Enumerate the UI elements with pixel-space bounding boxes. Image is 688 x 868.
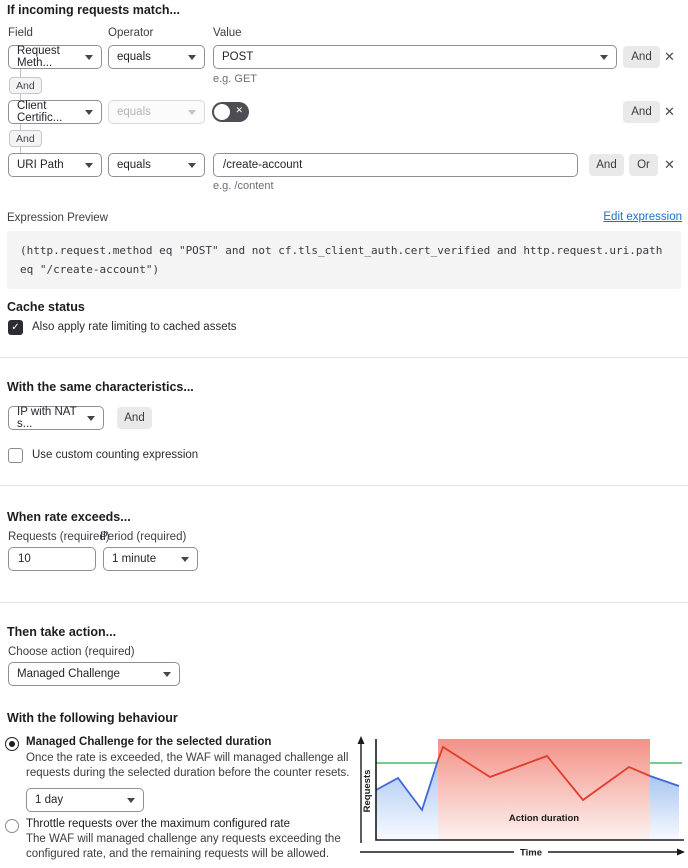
behaviour-radio-throttle[interactable] xyxy=(5,819,19,833)
behaviour-option-1-description: Once the rate is exceeded, the WAF will … xyxy=(26,752,350,779)
section-divider xyxy=(0,357,688,358)
cache-checkbox[interactable]: ✓ xyxy=(8,320,23,335)
characteristic-select[interactable]: IP with NAT s... xyxy=(8,406,104,430)
chevron-down-icon xyxy=(188,109,196,115)
connector-and-button-2[interactable]: And xyxy=(9,130,42,147)
section-title-behaviour: With the following behaviour xyxy=(7,711,178,725)
operator-select-row1[interactable]: equals xyxy=(108,45,205,69)
radio-dot xyxy=(8,740,15,747)
requests-line-exceeding xyxy=(437,745,651,802)
y-axis-arrowhead-icon xyxy=(357,736,365,744)
action-duration-region xyxy=(438,739,650,840)
value-column-label: Value xyxy=(213,27,242,39)
expression-preview-box: (http.request.method eq "POST" and not c… xyxy=(7,231,681,289)
requests-area-left xyxy=(376,760,438,840)
operator-column-label: Operator xyxy=(108,27,154,39)
requests-input[interactable]: 10 xyxy=(8,547,96,571)
field-select-row1[interactable]: Request Meth... xyxy=(8,45,102,69)
duration-select[interactable]: 1 day xyxy=(26,788,144,812)
characteristic-and-button[interactable]: And xyxy=(117,407,152,429)
value-input-row3-value: /create-account xyxy=(223,159,303,171)
duration-select-value: 1 day xyxy=(35,794,64,806)
behaviour-option-2-description: The WAF will managed challenge any reque… xyxy=(26,833,341,860)
action-select[interactable]: Managed Challenge xyxy=(8,662,180,686)
add-or-button-row3[interactable]: Or xyxy=(629,154,658,176)
field-column-label: Field xyxy=(8,27,33,39)
section-divider xyxy=(0,485,688,486)
checkmark-icon: ✓ xyxy=(11,322,20,333)
section-title-rate: When rate exceeds... xyxy=(7,510,131,524)
operator-select-row3[interactable]: equals xyxy=(108,153,205,177)
expression-preview-label: Expression Preview xyxy=(7,212,108,224)
behaviour-radio-duration[interactable] xyxy=(5,737,19,751)
toggle-knob xyxy=(214,104,230,120)
behaviour-diagram: Requests Action duration Time xyxy=(357,736,685,859)
operator-select-row2-disabled: equals xyxy=(108,100,205,124)
chevron-down-icon xyxy=(188,54,196,60)
section-divider xyxy=(0,602,688,603)
add-and-button-row2[interactable]: And xyxy=(623,101,660,123)
field-select-row3[interactable]: URI Path xyxy=(8,153,102,177)
behaviour-option-2-title: Throttle requests over the maximum confi… xyxy=(26,818,290,830)
action-select-value: Managed Challenge xyxy=(17,668,120,680)
operator-select-row2-value: equals xyxy=(117,106,151,118)
requests-area-right xyxy=(650,776,679,840)
chevron-down-icon xyxy=(87,415,95,421)
add-and-button-row1[interactable]: And xyxy=(623,46,660,68)
operator-select-row3-value: equals xyxy=(117,159,151,171)
custom-counting-label: Use custom counting expression xyxy=(32,449,199,461)
x-axis-arrowhead-icon xyxy=(677,848,685,856)
requests-line-left xyxy=(375,759,439,812)
x-axis-label: Time xyxy=(520,848,542,859)
section-title-action: Then take action... xyxy=(7,625,117,639)
chevron-down-icon xyxy=(600,54,608,60)
toggle-off-icon: ✕ xyxy=(235,105,243,115)
chevron-down-icon xyxy=(181,556,189,562)
period-label: Period (required) xyxy=(100,531,187,543)
value-input-row3[interactable]: /create-account xyxy=(213,153,578,177)
requests-input-value: 10 xyxy=(18,553,31,565)
behaviour-option-1-title: Managed Challenge for the selected durat… xyxy=(26,736,272,748)
requests-label: Requests (required) xyxy=(8,531,110,543)
chevron-down-icon xyxy=(163,671,171,677)
chevron-down-icon xyxy=(85,54,93,60)
chevron-down-icon xyxy=(127,797,135,803)
period-select[interactable]: 1 minute xyxy=(103,547,198,571)
characteristic-select-value: IP with NAT s... xyxy=(17,406,77,430)
edit-expression-link[interactable]: Edit expression xyxy=(603,211,682,223)
action-duration-label: Action duration xyxy=(509,813,579,824)
field-select-row1-value: Request Meth... xyxy=(17,45,60,69)
chevron-down-icon xyxy=(188,162,196,168)
operator-select-row1-value: equals xyxy=(117,51,151,63)
add-and-button-row3[interactable]: And xyxy=(589,154,624,176)
field-select-row3-value: URI Path xyxy=(17,159,64,171)
y-axis-label: Requests xyxy=(362,770,373,813)
requests-line-right xyxy=(649,775,680,787)
chevron-down-icon xyxy=(85,109,93,115)
value-combobox-row1-value: POST xyxy=(222,51,254,63)
value-combobox-row1[interactable]: POST xyxy=(213,45,617,69)
section-title-characteristics: With the same characteristics... xyxy=(7,380,194,394)
value-hint-row3: e.g. /content xyxy=(213,180,274,192)
cache-checkbox-label: Also apply rate limiting to cached asset… xyxy=(32,321,237,333)
period-select-value: 1 minute xyxy=(112,553,157,565)
value-hint-row1: e.g. GET xyxy=(213,73,258,85)
section-title-cache: Cache status xyxy=(7,300,85,314)
field-select-row2[interactable]: Client Certific... xyxy=(8,100,102,124)
value-toggle-row2[interactable]: ✕ xyxy=(212,102,249,122)
connector-and-button-1[interactable]: And xyxy=(9,77,42,94)
chevron-down-icon xyxy=(85,162,93,168)
field-select-row2-value: Client Certific... xyxy=(17,100,63,124)
close-icon[interactable]: ✕ xyxy=(664,49,675,64)
close-icon[interactable]: ✕ xyxy=(664,104,675,119)
choose-action-label: Choose action (required) xyxy=(8,646,135,658)
custom-counting-checkbox[interactable] xyxy=(8,448,23,463)
close-icon[interactable]: ✕ xyxy=(664,157,675,172)
chart-border xyxy=(375,739,684,841)
section-title-match: If incoming requests match... xyxy=(7,3,180,17)
